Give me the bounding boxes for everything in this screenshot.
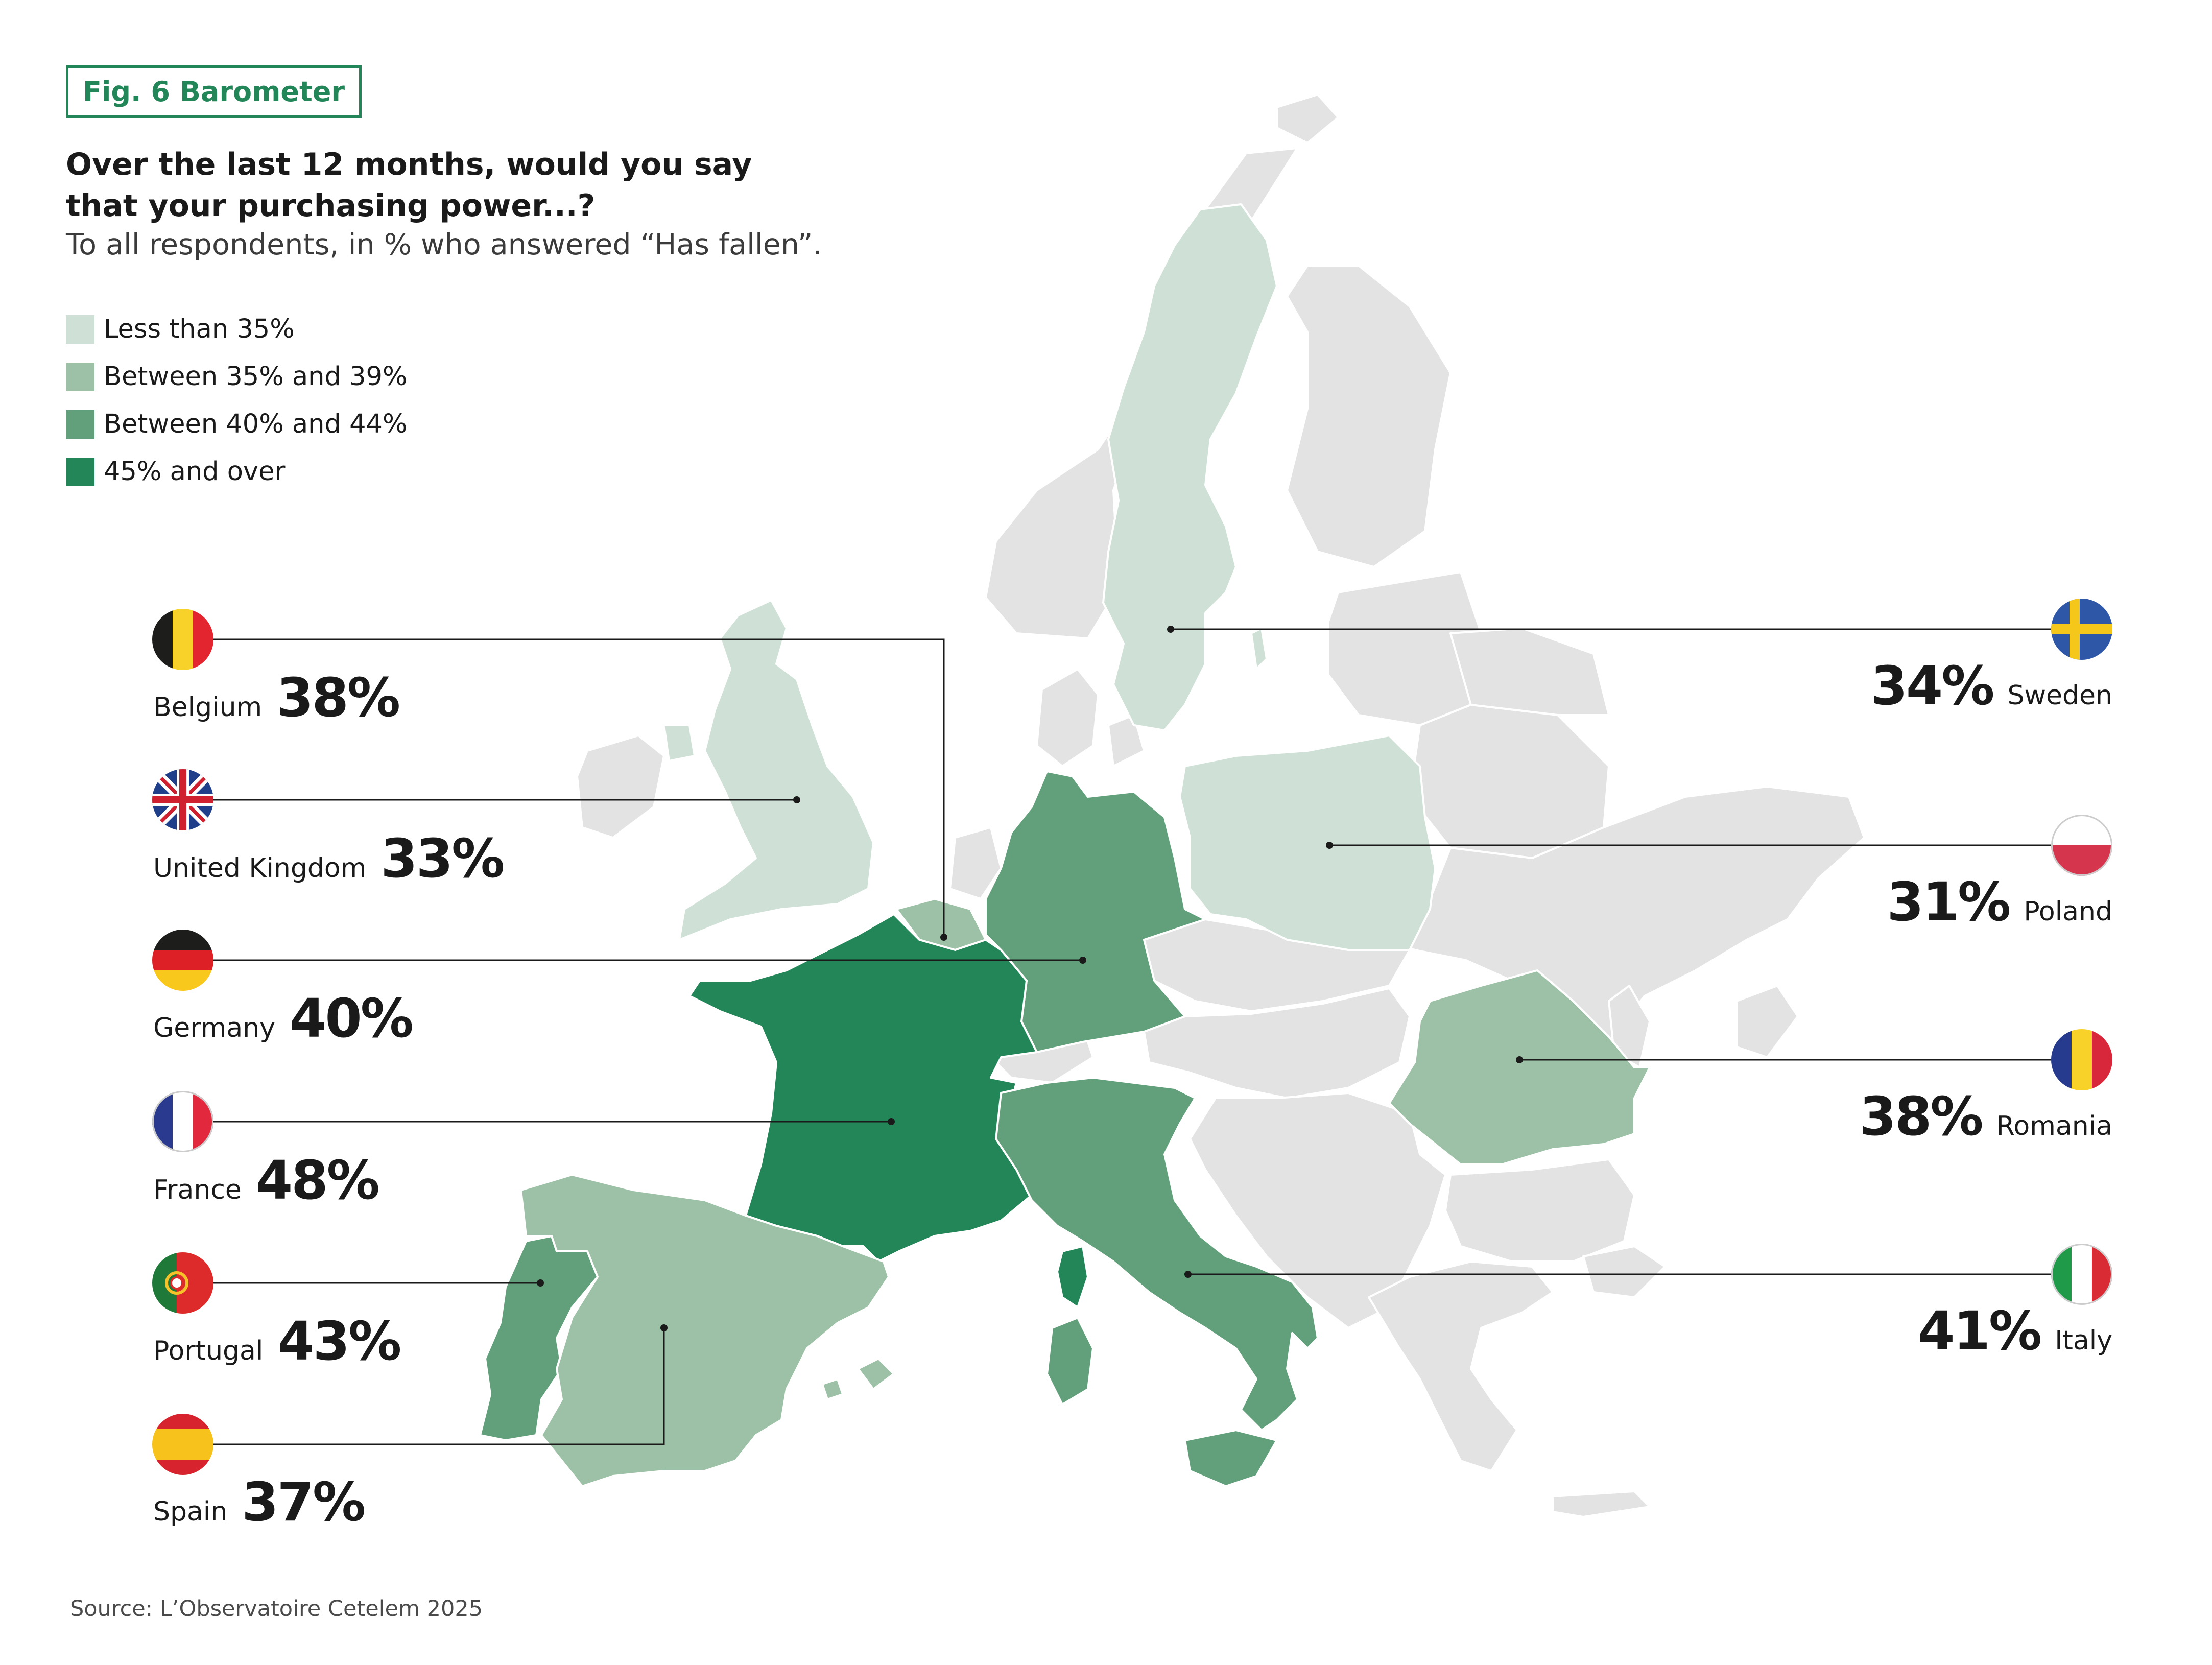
country-name: Poland — [2024, 896, 2112, 927]
label-sweden: 34% Sweden — [1500, 655, 2112, 717]
poland-flag-icon — [2051, 815, 2112, 876]
belgium-flag-icon — [152, 609, 213, 670]
country-percentage: 40% — [290, 987, 414, 1050]
source-note: Source: L’Observatoire Cetelem 2025 — [70, 1596, 483, 1622]
other-countries-layer — [576, 93, 1865, 1518]
leader-dots — [537, 626, 1523, 1331]
france-flag-icon — [152, 1091, 213, 1152]
island-gotland — [1250, 627, 1268, 670]
country-percentage: 34% — [1870, 655, 1995, 717]
leader-dot-united-kingdom — [793, 796, 800, 803]
country-germany — [985, 770, 1206, 1053]
leader-line-spain — [213, 1328, 665, 1445]
germany-flag-icon — [152, 930, 213, 991]
legend-item-35-39: Between 35% and 39% — [66, 353, 407, 400]
leader-dot-portugal — [537, 1279, 544, 1287]
country-czechia-slovakia — [1143, 918, 1411, 1012]
legend-swatch — [66, 362, 94, 391]
leader-line-belgium — [213, 638, 945, 937]
legend-swatch — [66, 457, 94, 486]
country-percentage: 33% — [380, 827, 505, 890]
country-name: Spain — [153, 1496, 228, 1527]
leader-dot-poland — [1326, 842, 1333, 849]
country-name: Belgium — [153, 692, 263, 723]
country-bulgaria — [1444, 1158, 1635, 1263]
label-belgium: Belgium 38% — [153, 667, 400, 729]
legend-swatch — [66, 410, 94, 439]
leader-dot-germany — [1079, 957, 1086, 964]
country-turkey — [1582, 1245, 1666, 1298]
country-spain — [520, 1174, 895, 1487]
leader-dot-italy — [1184, 1271, 1192, 1278]
label-poland: 31% Poland — [1500, 871, 2112, 933]
country-uk — [663, 599, 874, 941]
figure-badge: Fig. 6 Barometer — [66, 65, 362, 118]
legend-item-less-than-35: Less than 35% — [66, 305, 407, 353]
country-crimea — [1735, 985, 1799, 1058]
leader-dot-belgium — [940, 934, 947, 941]
legend-item-45-over: 45% and over — [66, 448, 407, 495]
country-poland — [1179, 734, 1436, 951]
legend-item-40-44: Between 40% and 44% — [66, 400, 407, 448]
country-ireland — [576, 734, 665, 839]
legend-label: Between 35% and 39% — [104, 362, 408, 392]
legend-label: 45% and over — [104, 457, 286, 487]
country-name: Portugal — [153, 1336, 264, 1366]
leader-dot-france — [888, 1118, 895, 1125]
country-percentage: 31% — [1887, 871, 2011, 933]
romania-flag-icon — [2051, 1029, 2112, 1090]
label-germany: Germany 40% — [153, 987, 414, 1050]
island-crete — [1552, 1490, 1651, 1518]
country-percentage: 38% — [1859, 1085, 1984, 1148]
country-finland — [1286, 265, 1452, 568]
label-spain: Spain 37% — [153, 1471, 366, 1533]
island-corsica — [1056, 1245, 1089, 1309]
country-belarus — [1409, 704, 1610, 859]
country-name: Sweden — [2007, 680, 2113, 711]
label-united-kingdom: United Kingdom 33% — [153, 827, 505, 890]
country-sweden — [1102, 203, 1278, 731]
label-romania: 38% Romania — [1500, 1085, 2112, 1148]
country-netherlands — [949, 826, 1002, 900]
country-name: Romania — [1996, 1111, 2112, 1141]
leader-dot-spain — [660, 1324, 668, 1331]
label-france: France 48% — [153, 1149, 380, 1211]
country-percentage: 37% — [242, 1471, 366, 1533]
question-title: Over the last 12 months, would you say t… — [66, 147, 752, 224]
country-austria-hungary — [1143, 987, 1411, 1099]
country-france — [688, 913, 1038, 1263]
country-ukraine — [1378, 786, 1865, 1043]
country-name: United Kingdom — [153, 853, 367, 884]
country-percentage: 43% — [277, 1310, 401, 1372]
leader-dot-romania — [1516, 1056, 1523, 1063]
highlighted-countries-layer — [479, 203, 1651, 1487]
legend-label: Less than 35% — [104, 314, 295, 344]
country-denmark — [1036, 668, 1145, 767]
label-italy: 41% Italy — [1500, 1300, 2112, 1362]
united-kingdom-flag-icon — [152, 769, 213, 830]
country-percentage: 48% — [255, 1149, 380, 1211]
label-portugal: Portugal 43% — [153, 1310, 401, 1372]
country-percentage: 38% — [276, 667, 400, 729]
legend-swatch — [66, 315, 94, 344]
country-name: Italy — [2055, 1325, 2112, 1356]
country-name: France — [153, 1175, 242, 1205]
country-greece — [1368, 1260, 1554, 1472]
leader-lines — [213, 628, 2051, 1445]
country-italy — [995, 1077, 1319, 1487]
spain-flag-icon — [152, 1414, 213, 1475]
portugal-flag-icon — [152, 1252, 213, 1314]
subtitle: To all respondents, in % who answered “H… — [66, 228, 822, 261]
country-percentage: 41% — [1918, 1300, 2042, 1362]
italy-flag-icon — [2051, 1244, 2112, 1305]
country-name: Germany — [153, 1013, 276, 1043]
legend-label: Between 40% and 44% — [104, 409, 408, 439]
country-romania — [1388, 969, 1651, 1166]
leader-dot-sweden — [1167, 626, 1174, 633]
legend: Less than 35% Between 35% and 39% Betwee… — [66, 305, 407, 495]
sweden-flag-icon — [2051, 599, 2112, 660]
country-russia — [1449, 627, 1610, 716]
